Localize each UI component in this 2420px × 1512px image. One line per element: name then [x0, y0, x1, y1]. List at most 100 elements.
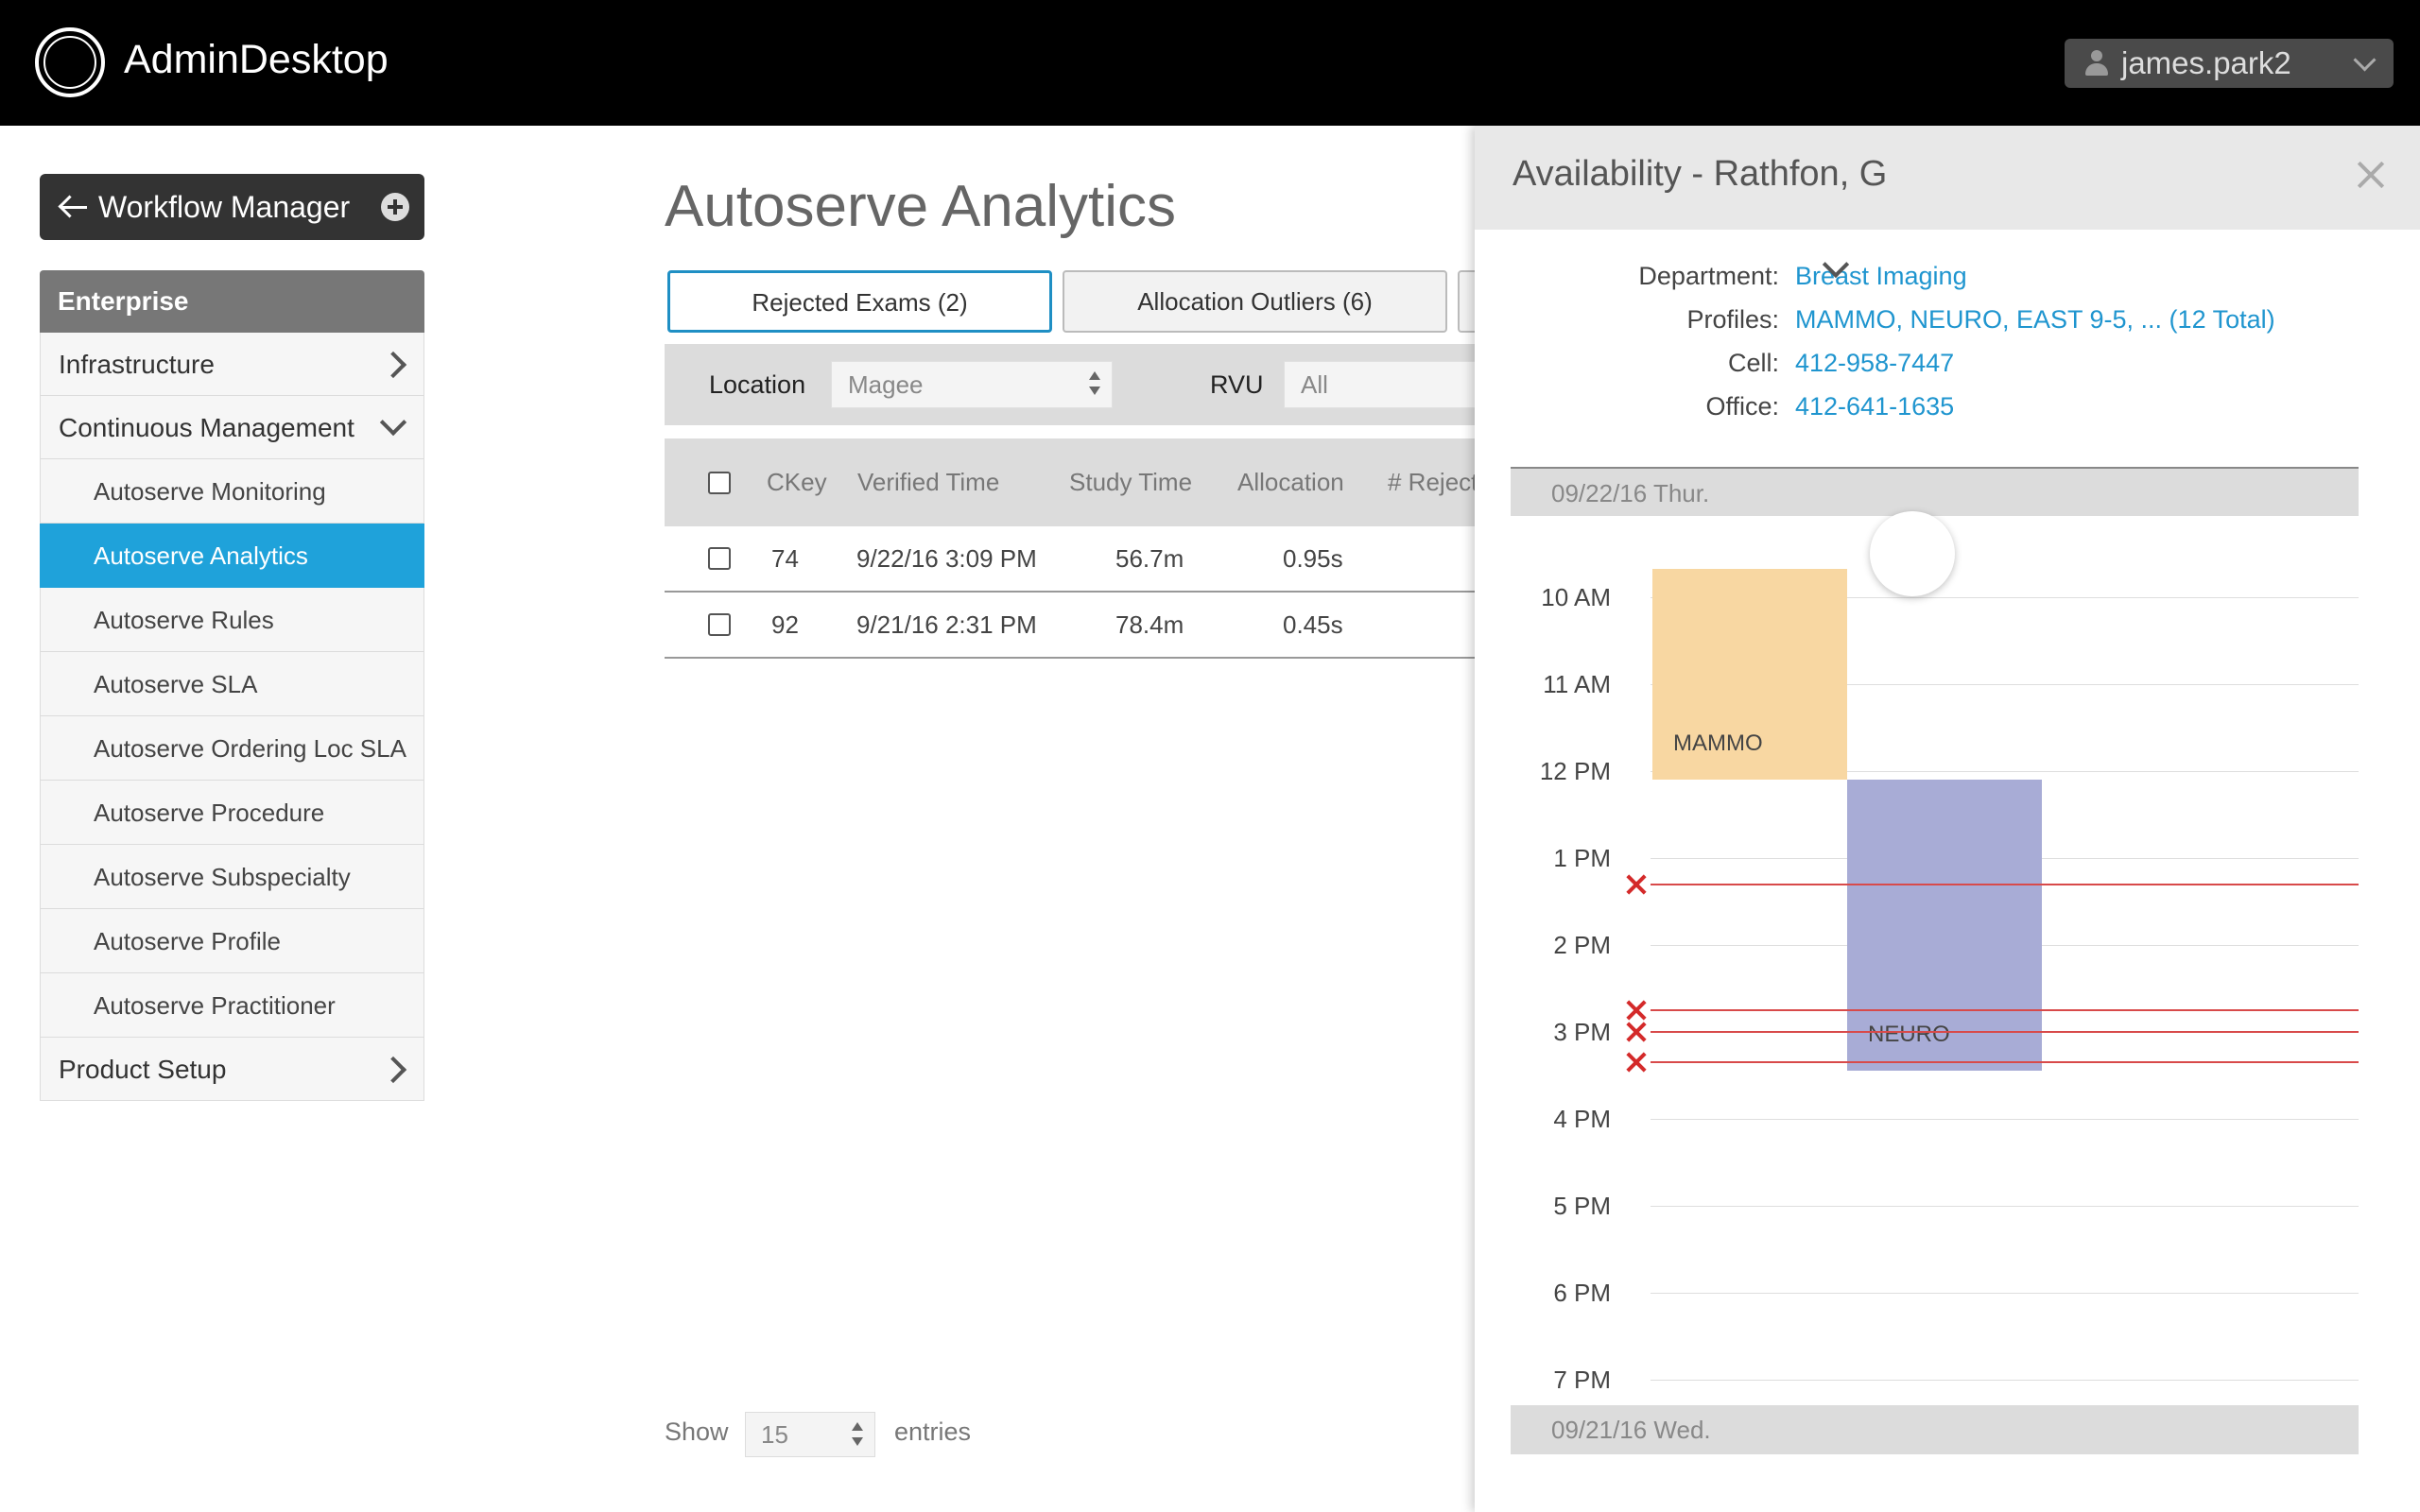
hour-label: 2 PM	[1553, 931, 1611, 959]
workflow-manager-button[interactable]: Workflow Manager	[40, 174, 424, 240]
sidebar-item-autoserve-procedure[interactable]: Autoserve Procedure	[40, 781, 424, 845]
panel-header: Availability - Rathfon, G	[1475, 126, 2420, 230]
entries-value: 15	[761, 1420, 788, 1449]
profiles-link[interactable]: MAMMO, NEURO, EAST 9-5, ... (12 Total)	[1795, 305, 2275, 334]
location-value: Magee	[848, 370, 924, 399]
block-label: MAMMO	[1673, 730, 1763, 757]
location-select[interactable]: Magee	[831, 361, 1113, 408]
rvu-select[interactable]: All	[1284, 361, 1478, 408]
hour-label: 1 PM	[1553, 844, 1611, 872]
hour-label: 5 PM	[1553, 1192, 1611, 1220]
hour-gridline	[1651, 1206, 2359, 1207]
page-title: Autoserve Analytics	[665, 174, 1177, 239]
hour-gridline	[1651, 1380, 2359, 1381]
rvu-value: All	[1301, 370, 1328, 399]
row-checkbox[interactable]	[708, 613, 731, 636]
sidebar-item-autoserve-subspecialty[interactable]: Autoserve Subspecialty	[40, 845, 424, 909]
sidebar-nav: Enterprise Infrastructure Continuous Man…	[40, 270, 424, 1101]
column-header-study-time[interactable]: Study Time	[1069, 468, 1193, 496]
sort-updown-icon	[1089, 371, 1100, 398]
department-row: Department: Breast Imaging	[1475, 257, 2325, 295]
department-link[interactable]: Breast Imaging	[1795, 262, 1967, 290]
hour-gridline	[1651, 771, 2359, 772]
hour-gridline	[1651, 597, 2359, 598]
user-menu[interactable]: james.park2	[2065, 39, 2394, 88]
sidebar-item-infrastructure[interactable]: Infrastructure	[40, 333, 424, 396]
column-header-allocation[interactable]: Allocation	[1237, 468, 1344, 496]
hour-label: 7 PM	[1553, 1366, 1611, 1394]
cell-allocation: 0.45s	[1283, 610, 1343, 639]
cell-verified-time: 9/21/16 2:31 PM	[856, 610, 1037, 639]
chevron-down-icon	[2353, 48, 2377, 72]
rejection-x-icon[interactable]	[1624, 1020, 1649, 1044]
user-icon	[2083, 50, 2110, 77]
cell-study-time: 78.4m	[1115, 610, 1184, 639]
tab-allocation-outliers[interactable]: Allocation Outliers (6)	[1063, 270, 1447, 333]
cell-study-time: 56.7m	[1115, 544, 1184, 573]
filter-bar: Location Magee RVU All	[665, 344, 1478, 425]
sidebar-item-autoserve-sla[interactable]: Autoserve SLA	[40, 652, 424, 716]
sidebar-item-autoserve-monitoring[interactable]: Autoserve Monitoring	[40, 459, 424, 524]
cell-row: Cell: 412-958-7447	[1475, 344, 2325, 382]
sidebar-item-autoserve-profile[interactable]: Autoserve Profile	[40, 909, 424, 973]
rejection-line	[1651, 1009, 2359, 1011]
user-name: james.park2	[2121, 45, 2291, 80]
sidebar-item-autoserve-ordering-loc-sla[interactable]: Autoserve Ordering Loc SLA	[40, 716, 424, 781]
chevron-down-icon	[379, 408, 407, 437]
entries-select[interactable]: 15	[745, 1412, 875, 1457]
rejection-x-icon[interactable]	[1624, 872, 1649, 897]
office-link[interactable]: 412-641-1635	[1795, 392, 1955, 421]
table-row[interactable]: 74 9/22/16 3:09 PM 56.7m 0.95s	[665, 526, 1478, 593]
office-row: Office: 412-641-1635	[1475, 387, 2325, 425]
entries-label: entries	[894, 1418, 972, 1446]
drag-handle[interactable]	[1870, 511, 1955, 596]
row-checkbox[interactable]	[708, 547, 731, 570]
sort-updown-icon	[852, 1422, 863, 1449]
close-icon[interactable]	[2354, 158, 2388, 192]
column-header-rejects[interactable]: # Reject	[1388, 468, 1478, 496]
profiles-label: Profiles:	[1686, 305, 1779, 334]
sidebar-item-label: Product Setup	[59, 1055, 227, 1084]
select-all-checkbox[interactable]	[708, 472, 731, 494]
hour-label: 3 PM	[1553, 1018, 1611, 1046]
location-label: Location	[709, 370, 806, 399]
rejection-line	[1651, 883, 2359, 885]
cell-ckey: 92	[771, 610, 799, 639]
availability-block-neuro[interactable]: NEURO	[1847, 780, 2042, 1072]
rejection-line	[1651, 1061, 2359, 1064]
app-name: AdminDesktop	[124, 37, 389, 82]
cell-verified-time: 9/22/16 3:09 PM	[856, 544, 1037, 573]
hour-label: 6 PM	[1553, 1279, 1611, 1307]
hour-label: 11 AM	[1543, 670, 1611, 698]
sidebar-item-autoserve-practitioner[interactable]: Autoserve Practitioner	[40, 973, 424, 1038]
sidebar-item-label: Continuous Management	[59, 413, 354, 442]
sidebar-item-autoserve-analytics[interactable]: Autoserve Analytics	[40, 524, 424, 588]
cell-link[interactable]: 412-958-7447	[1795, 349, 1955, 377]
rejection-line	[1651, 1031, 2359, 1033]
chevron-right-icon	[379, 1056, 407, 1084]
arrow-left-icon	[59, 195, 87, 219]
column-header-ckey[interactable]: CKey	[767, 468, 827, 496]
sidebar-item-autoserve-rules[interactable]: Autoserve Rules	[40, 588, 424, 652]
table-row[interactable]: 92 9/21/16 2:31 PM 78.4m 0.45s	[665, 593, 1478, 659]
availability-block-mammo[interactable]: MAMMO	[1652, 568, 1847, 781]
cell-allocation: 0.95s	[1283, 544, 1343, 573]
date-header-top: 09/22/16 Thur.	[1511, 467, 2359, 516]
hour-gridline	[1651, 1119, 2359, 1120]
hour-gridline	[1651, 1293, 2359, 1294]
table-header: CKey Verified Time Study Time Allocation…	[665, 438, 1478, 526]
sidebar-item-continuous-management[interactable]: Continuous Management	[40, 396, 424, 459]
office-label: Office:	[1705, 392, 1779, 421]
sidebar-item-product-setup[interactable]: Product Setup	[40, 1038, 424, 1101]
department-label: Department:	[1638, 262, 1779, 290]
hour-gridline	[1651, 684, 2359, 685]
rejected-exams-table: CKey Verified Time Study Time Allocation…	[665, 438, 1478, 659]
rejection-x-icon[interactable]	[1624, 1050, 1649, 1074]
add-circle-icon[interactable]	[381, 193, 409, 221]
date-header-bottom: 09/21/16 Wed.	[1511, 1405, 2359, 1454]
tab-rejected-exams[interactable]: Rejected Exams (2)	[667, 270, 1052, 333]
panel-title: Availability - Rathfon, G	[1512, 154, 1888, 194]
ge-logo-icon	[35, 27, 105, 97]
column-header-verified-time[interactable]: Verified Time	[857, 468, 1000, 496]
sidebar-section-enterprise[interactable]: Enterprise	[40, 270, 424, 333]
